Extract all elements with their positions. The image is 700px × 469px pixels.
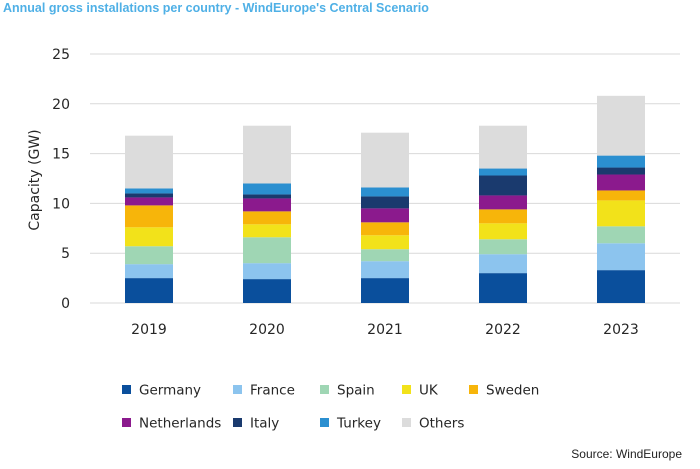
- bar-segment-others: [243, 125, 291, 184]
- bar-segment-netherlands: [361, 208, 409, 223]
- bar-segment-others: [597, 95, 645, 156]
- legend-swatch-netherlands: [122, 418, 131, 427]
- bars: [125, 95, 645, 303]
- bar-segment-france: [361, 261, 409, 279]
- bar-segment-spain: [361, 249, 409, 262]
- chart-title: Annual gross installations per country -…: [3, 1, 429, 15]
- x-tick-labels: 2019 2020 2021 2022 2023: [131, 322, 639, 338]
- legend-label: Spain: [337, 383, 375, 399]
- legend-label: Germany: [139, 383, 201, 399]
- bar-segment-others: [479, 125, 527, 169]
- legend-swatch-germany: [122, 385, 131, 394]
- legend-swatch-france: [233, 385, 242, 394]
- x-tick-label: 2022: [485, 322, 521, 338]
- legend-swatch-uk: [402, 385, 411, 394]
- bar-segment-spain: [125, 246, 173, 265]
- bar-segment-turkey: [125, 188, 173, 194]
- y-tick-labels: 0 5 10 15 20 25: [52, 47, 70, 312]
- bar-segment-sweden: [125, 205, 173, 228]
- bar-segment-italy: [361, 196, 409, 209]
- source-note: Source: WindEurope: [571, 447, 682, 461]
- legend-label: Others: [419, 416, 464, 432]
- bar-segment-france: [479, 254, 527, 274]
- bar-segment-france: [597, 243, 645, 271]
- legend-swatch-spain: [320, 385, 329, 394]
- bar-segment-uk: [479, 223, 527, 240]
- bar-segment-turkey: [479, 168, 527, 176]
- bar-segment-sweden: [243, 211, 291, 225]
- bar-segment-turkey: [597, 155, 645, 168]
- legend-label: France: [250, 383, 295, 399]
- bar-segment-germany: [597, 270, 645, 303]
- y-tick-label: 0: [61, 296, 70, 312]
- bar-segment-uk: [361, 235, 409, 250]
- bar-segment-netherlands: [125, 197, 173, 206]
- y-tick-label: 25: [52, 47, 70, 63]
- bar-segment-spain: [243, 237, 291, 264]
- legend-label: Sweden: [486, 383, 539, 399]
- bar-segment-turkey: [243, 183, 291, 195]
- legend-label: Netherlands: [139, 416, 221, 432]
- legend-swatch-sweden: [469, 385, 478, 394]
- bar-segment-germany: [243, 279, 291, 303]
- y-tick-label: 15: [52, 147, 70, 163]
- bar-segment-italy: [125, 193, 173, 198]
- bar-segment-others: [361, 132, 409, 188]
- bar-segment-spain: [479, 239, 527, 255]
- legend: Germany France Spain UK Sweden Netherlands Ita…: [122, 383, 539, 432]
- legend-swatch-turkey: [320, 418, 329, 427]
- legend-label: UK: [419, 383, 439, 399]
- bar-segment-italy: [479, 175, 527, 196]
- bar-segment-turkey: [361, 187, 409, 197]
- bar-segment-italy: [243, 194, 291, 199]
- x-tick-label: 2023: [603, 322, 639, 338]
- x-tick-label: 2021: [367, 322, 403, 338]
- bar-segment-italy: [597, 167, 645, 175]
- bar-segment-germany: [479, 273, 527, 303]
- bar-segment-netherlands: [243, 198, 291, 212]
- bar-segment-france: [125, 264, 173, 279]
- bar-segment-sweden: [479, 209, 527, 224]
- y-tick-label: 5: [61, 246, 70, 262]
- legend-swatch-italy: [233, 418, 242, 427]
- legend-label: Turkey: [336, 416, 381, 432]
- legend-swatch-others: [402, 418, 411, 427]
- bar-segment-sweden: [361, 222, 409, 236]
- bar-segment-uk: [125, 227, 173, 247]
- bar-segment-others: [125, 135, 173, 189]
- y-tick-label: 20: [52, 97, 70, 113]
- bar-segment-sweden: [597, 190, 645, 201]
- bar-segment-france: [243, 263, 291, 280]
- x-tick-label: 2020: [249, 322, 285, 338]
- bar-segment-germany: [361, 278, 409, 303]
- y-axis-label: Capacity (GW): [27, 129, 43, 230]
- bar-segment-germany: [125, 278, 173, 303]
- x-tick-label: 2019: [131, 322, 167, 338]
- bar-segment-uk: [597, 200, 645, 227]
- bar-segment-spain: [597, 226, 645, 244]
- legend-label: Italy: [250, 416, 279, 432]
- bar-segment-uk: [243, 224, 291, 238]
- y-tick-label: 10: [52, 196, 70, 212]
- bar-segment-netherlands: [597, 174, 645, 191]
- bar-segment-netherlands: [479, 195, 527, 210]
